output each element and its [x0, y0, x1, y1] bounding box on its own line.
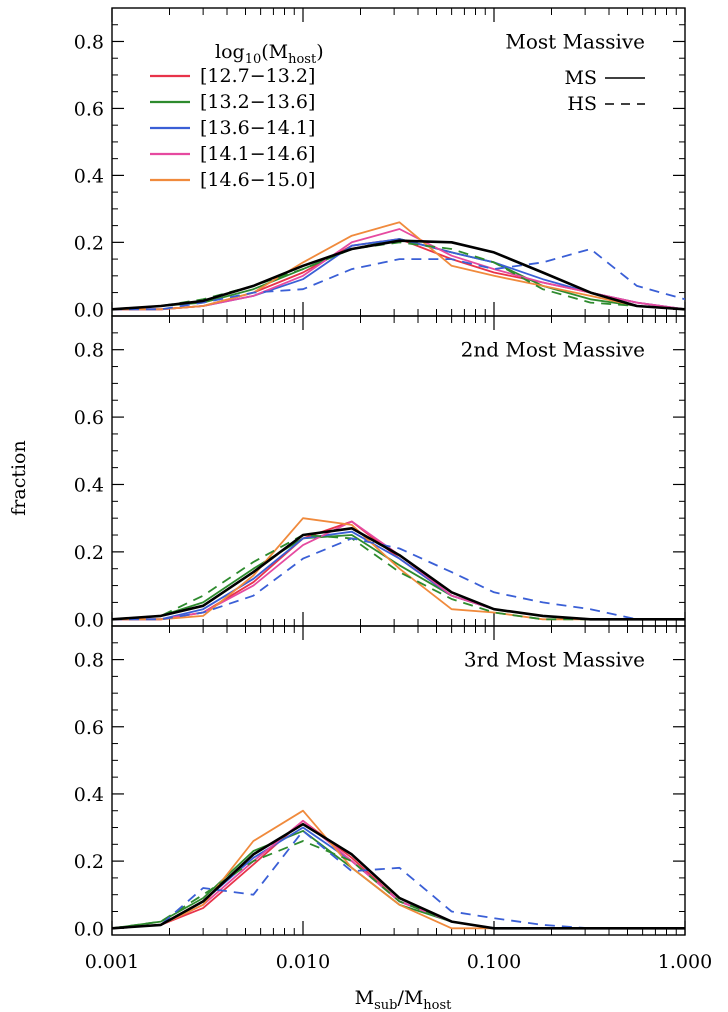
series-line-ms [112, 821, 685, 929]
series-line-ms [112, 831, 685, 928]
y-tick-label: 0.2 [74, 542, 104, 564]
x-axis-label-sub-2-subscript: host [423, 998, 452, 1012]
series-group [112, 811, 685, 929]
series-line-hs [112, 841, 685, 928]
y-tick-label: 0.2 [74, 851, 104, 873]
y-tick-label: 0.4 [74, 165, 104, 187]
panel-1: 0.0 0.2 0.4 0.6 0.8 Most Massive [74, 8, 685, 321]
panel-2: 0.0 0.2 0.4 0.6 0.8 2nd Most Massive [74, 316, 685, 631]
series-group [112, 222, 685, 309]
legend-title: log10(Mhost) [215, 41, 324, 67]
x-tick-label: 0.100 [467, 951, 521, 973]
fit-line [112, 241, 685, 310]
legend-mass-bin-label: [13.6−14.1] [200, 117, 315, 139]
series-line-ms [112, 821, 685, 929]
legend-mass-bin-label: [12.7−13.2] [200, 65, 315, 87]
x-axis-label-sub-1: M [355, 987, 374, 1009]
panel-title: Most Massive [505, 29, 645, 53]
legend-mass-bin-label: [13.2−13.6] [200, 91, 315, 113]
fit-line [112, 528, 685, 619]
x-axis-label-sub-1-subscript: sub [374, 998, 397, 1012]
legend-style-label: HS [567, 93, 597, 115]
legend-line-styles: MS HS [565, 67, 645, 115]
y-tick-label: 0.2 [74, 232, 104, 254]
legend: log10(Mhost) [12.7−13.2] [13.2−13.6] [13.6… [150, 41, 645, 191]
y-tick-label: 0.4 [74, 474, 104, 496]
panel-3: 0.0 0.2 0.4 0.6 0.8 0.001 0.010 0.100 1.000 3rd M… [74, 626, 712, 973]
panel-frame [112, 8, 685, 316]
y-tick-label: 0.6 [74, 407, 104, 429]
series-line-ms [112, 239, 685, 309]
y-tick-label: 0.0 [74, 299, 104, 321]
y-tick-label: 0.4 [74, 784, 104, 806]
x-axis-label: Msub/Mhost [355, 987, 453, 1012]
y-tick-label: 0.6 [74, 98, 104, 120]
legend-style-label: MS [565, 67, 597, 89]
x-tick-label: 1.000 [658, 951, 712, 973]
panels-group: 0.00.20.40.60.8 Most Massive0.00.20.40.60… [74, 8, 712, 973]
y-tick-label: 0.8 [74, 650, 104, 672]
legend-title-close: ) [316, 41, 323, 63]
x-tick-label: 0.001 [85, 951, 139, 973]
y-tick-label: 0.6 [74, 717, 104, 739]
legend-mass-bin-label: [14.1−14.6] [200, 143, 315, 165]
fit-line [112, 824, 685, 928]
series-line-hs [112, 242, 685, 309]
y-tick-label: 0.0 [74, 918, 104, 940]
panel-frame [112, 316, 685, 626]
panel-title: 3rd Most Massive [464, 648, 645, 672]
series-line-ms [112, 828, 685, 929]
series-line-hs [112, 831, 685, 928]
series-line-ms [112, 239, 685, 309]
legend-mass-bins: [12.7−13.2] [13.2−13.6] [13.6−14.1] [14.1−1… [150, 65, 315, 191]
legend-mass-bin-label: [14.6−15.0] [200, 169, 315, 191]
y-tick-label: 0.0 [74, 609, 104, 631]
series-line-ms [112, 239, 685, 309]
series-group [112, 518, 685, 619]
panel-frame [112, 626, 685, 935]
x-axis-label-slash: /M [397, 987, 423, 1009]
legend-title-log: log [215, 41, 245, 63]
y-tick-label: 0.8 [74, 31, 104, 53]
panel-title: 2nd Most Massive [461, 338, 645, 362]
x-tick-label: 0.010 [276, 951, 330, 973]
y-axis-label: fraction [8, 440, 30, 515]
legend-title-open: (M [261, 41, 288, 63]
y-tick-label: 0.8 [74, 340, 104, 362]
